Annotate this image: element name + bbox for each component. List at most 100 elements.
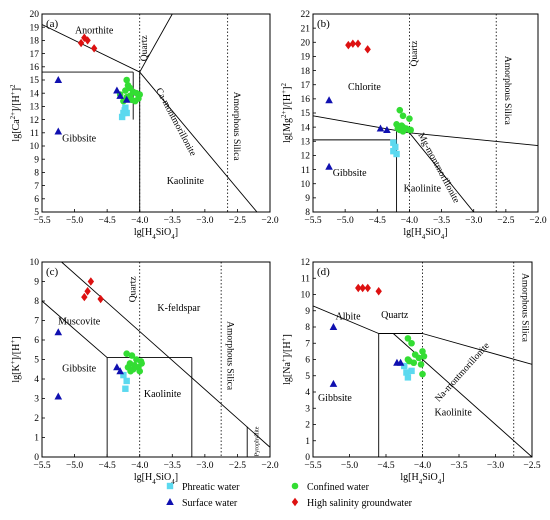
stability-boundary <box>409 132 475 212</box>
field-label: Pyrophyllite <box>254 426 260 456</box>
data-point-high-salinity-groundwater <box>355 283 362 293</box>
y-tick-label: 6 <box>34 195 39 205</box>
data-point-phreatic-water <box>123 377 130 385</box>
y-tick-label: 18 <box>30 37 40 47</box>
data-point-high-salinity-groundwater <box>90 44 98 53</box>
field-label: Na-montmorillonite <box>434 341 492 404</box>
x-axis-label: lg[H4SiO4] <box>134 472 178 486</box>
y-tick-label: 14 <box>301 123 311 133</box>
y-axis-label: lg[Na+]/[H+] <box>280 334 293 385</box>
legend-label: Phreatic water <box>182 482 240 493</box>
y-axis-label: lg[Ca2+]/[H+]2 <box>9 84 22 142</box>
data-point-phreatic-water <box>393 150 400 158</box>
data-point-surface-water <box>325 162 333 170</box>
x-tick-label: −4.0 <box>414 461 431 471</box>
y-tick-label: 5 <box>34 208 39 218</box>
data-point-confined-water <box>124 81 132 89</box>
field-label: Kaolinite <box>167 176 205 187</box>
x-tick-label: −3.0 <box>465 216 482 226</box>
x-tick-label: −4.0 <box>131 461 148 471</box>
y-tick-label: 15 <box>30 76 40 86</box>
data-point-phreatic-water <box>122 385 129 392</box>
stability-boundary <box>139 14 173 73</box>
data-point-confined-water <box>404 335 412 342</box>
y-tick-label: 13 <box>30 103 40 113</box>
y-tick-label: 12 <box>301 152 311 162</box>
field-label: Kaolinite <box>435 407 473 418</box>
y-tick-label: 8 <box>305 208 310 218</box>
y-tick-label: 0 <box>305 453 310 463</box>
legend-marker-diamond <box>291 497 299 507</box>
data-points <box>54 33 144 135</box>
legend-marker-circle <box>291 482 299 490</box>
x-tick-label: −2.5 <box>523 461 540 471</box>
x-tick-label: −5.5 <box>33 461 50 471</box>
data-point-confined-water <box>420 352 428 360</box>
data-point-high-salinity-groundwater <box>345 40 352 50</box>
data-point-phreatic-water <box>401 362 408 370</box>
data-point-phreatic-water <box>404 374 412 381</box>
field-label: Kaolinite <box>404 184 442 195</box>
data-point-confined-water <box>415 354 423 362</box>
data-point-high-salinity-groundwater <box>81 33 88 42</box>
field-label: Gibbsite <box>62 134 96 145</box>
data-point-confined-water <box>408 339 415 347</box>
data-point-confined-water <box>138 360 145 367</box>
legend-item: Surface water <box>166 498 238 509</box>
field-label: Anorthite <box>75 25 114 36</box>
data-point-confined-water <box>123 350 130 357</box>
x-axis-label: lg[H4SiO4] <box>403 227 447 241</box>
y-tick-label: 10 <box>30 142 40 152</box>
legend-label: High salinity groundwater <box>307 498 413 509</box>
y-tick-label: 9 <box>34 278 39 288</box>
x-tick-label: −4.0 <box>401 216 418 226</box>
panel-label: (c) <box>46 266 59 278</box>
chart-panel-3: Muscovite K-feldspar Gibbsite Kaolinite Amor… <box>9 258 279 486</box>
x-tick-label: −3.5 <box>433 216 450 226</box>
data-point-high-salinity-groundwater <box>349 39 357 48</box>
data-point-phreatic-water <box>390 139 397 146</box>
x-axis-label: lg[H4SiO4] <box>400 472 444 486</box>
legend-item: High salinity groundwater <box>291 497 413 509</box>
chart-panel-2: ChloriteGibbsiteKaoliniteMg-montmorillon… <box>280 10 547 241</box>
data-point-high-salinity-groundwater <box>364 45 371 54</box>
x-tick-label: −4.5 <box>369 216 386 226</box>
data-point-confined-water <box>131 97 139 105</box>
y-axis-label: lg[Mg2+]/[H+]2 <box>280 83 293 143</box>
data-point-surface-water <box>122 95 131 103</box>
y-tick-label: 19 <box>301 53 311 63</box>
x-tick-label: −2.0 <box>529 216 546 226</box>
data-point-surface-water <box>54 328 63 336</box>
y-tick-label: 4 <box>305 388 310 398</box>
y-tick-label: 2 <box>34 414 39 424</box>
data-point-phreatic-water <box>403 369 410 376</box>
data-point-confined-water <box>123 76 130 84</box>
y-tick-label: 3 <box>305 404 310 414</box>
data-point-phreatic-water <box>392 143 399 151</box>
x-tick-label: −2.0 <box>261 216 278 226</box>
x-tick-label: −3.5 <box>164 216 181 226</box>
legend-item: Phreatic water <box>166 482 240 493</box>
x-tick-label: −2.5 <box>229 216 246 226</box>
y-tick-label: 18 <box>301 67 311 77</box>
x-tick-label: −2.5 <box>497 216 514 226</box>
x-tick-label: −5.0 <box>66 216 83 226</box>
data-point-phreatic-water <box>120 371 127 379</box>
x-tick-label: −3.5 <box>164 461 181 471</box>
field-label: Gibbsite <box>318 393 352 404</box>
data-point-surface-water <box>116 91 124 99</box>
data-point-surface-water <box>113 86 121 94</box>
stability-boundary <box>313 115 410 134</box>
data-point-high-salinity-groundwater <box>354 39 362 48</box>
legend-label: Surface water <box>182 498 238 509</box>
data-point-high-salinity-groundwater <box>84 287 91 296</box>
y-tick-label: 5 <box>305 372 310 382</box>
legend-item: Confined water <box>291 482 370 493</box>
field-label: Amorphous Silica <box>502 56 512 126</box>
y-tick-label: 12 <box>301 258 311 268</box>
stability-boundary <box>42 300 108 358</box>
x-tick-label: −4.0 <box>131 216 148 226</box>
field-label: Amorphous Silica <box>224 321 234 391</box>
legend-marker-square <box>166 482 174 490</box>
